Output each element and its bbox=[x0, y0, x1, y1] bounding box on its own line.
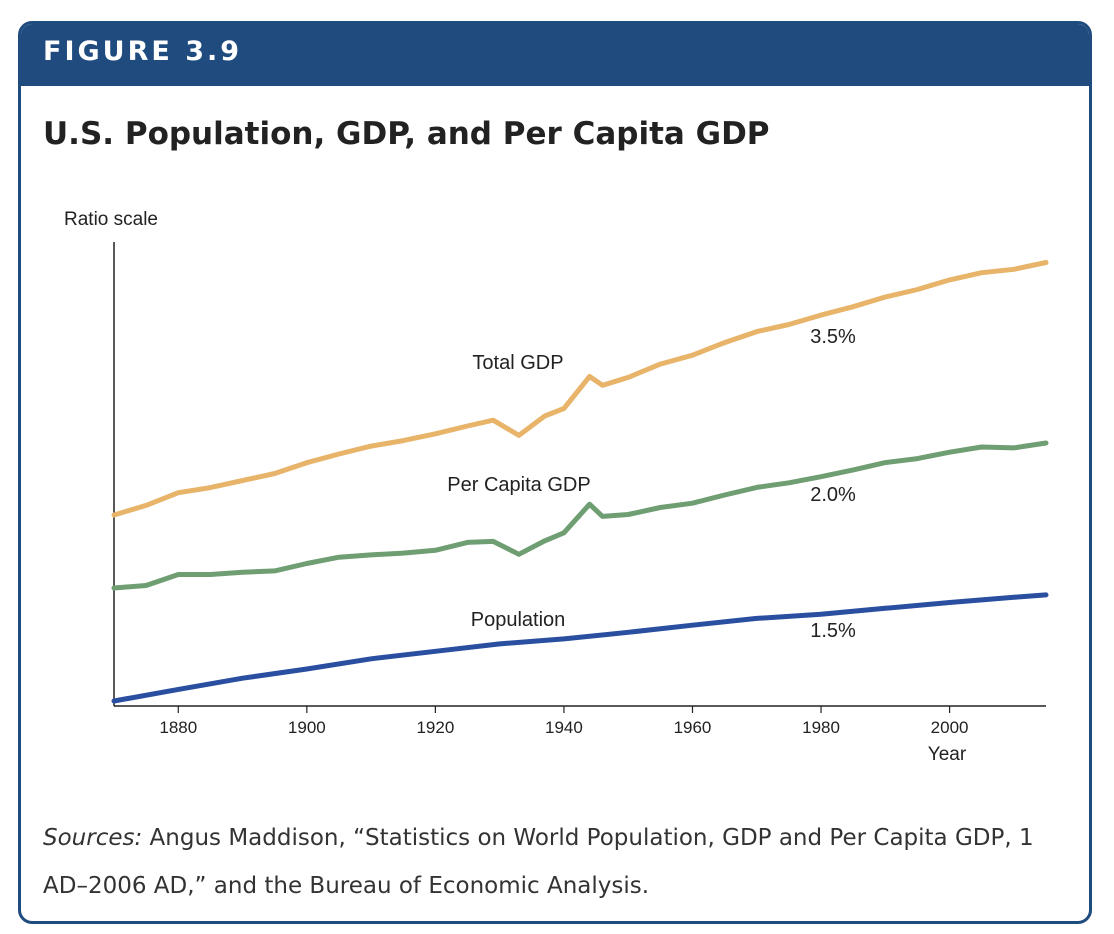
plot-area: 1880 1900 1920 1940 1960 1980 2000 Ratio scale Y… bbox=[64, 209, 1046, 765]
x-tick-label-1900: 1900 bbox=[288, 718, 326, 737]
x-tick-label-1940: 1940 bbox=[545, 718, 583, 737]
growth-rate-label-0: 3.5% bbox=[810, 326, 856, 348]
x-tick-label-1980: 1980 bbox=[802, 718, 840, 737]
growth-rate-label-2: 1.5% bbox=[810, 620, 856, 642]
series-label-1: Per Capita GDP bbox=[447, 474, 590, 496]
x-tick-label-1920: 1920 bbox=[416, 718, 454, 737]
series-line-2 bbox=[114, 595, 1046, 701]
x-tick-label-2000: 2000 bbox=[931, 718, 969, 737]
x-axis-label: Year bbox=[928, 744, 967, 765]
series-line-1 bbox=[114, 443, 1046, 588]
x-tick-label-1960: 1960 bbox=[674, 718, 712, 737]
series-label-2: Population bbox=[471, 609, 566, 631]
x-tick-label-1880: 1880 bbox=[159, 718, 197, 737]
growth-rate-label-1: 2.0% bbox=[810, 484, 856, 506]
series-label-0: Total GDP bbox=[472, 352, 563, 374]
y-axis-label: Ratio scale bbox=[64, 209, 158, 230]
